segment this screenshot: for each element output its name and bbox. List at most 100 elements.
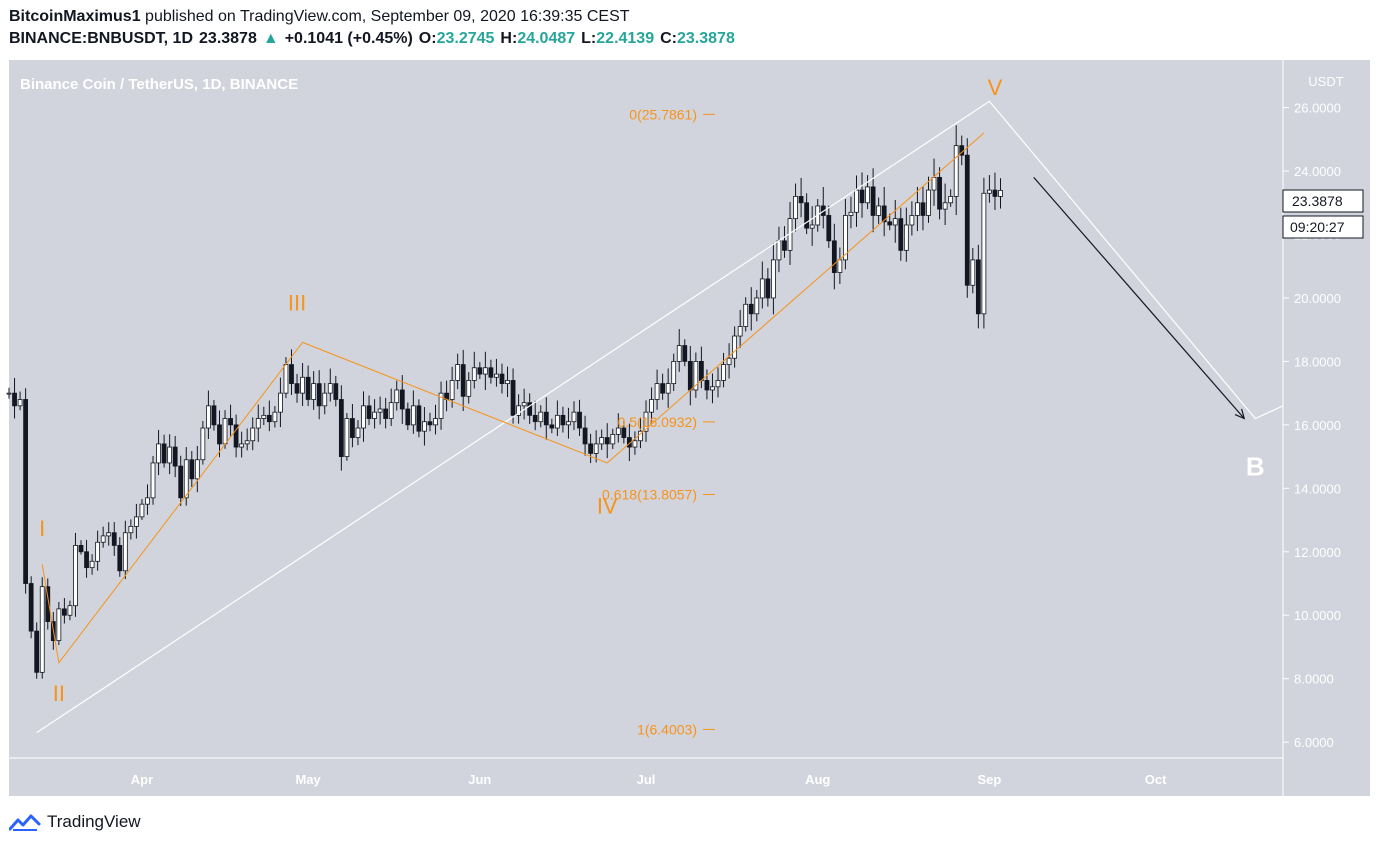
candle[interactable] <box>211 399 217 431</box>
candle[interactable] <box>610 428 616 450</box>
candle[interactable] <box>471 351 477 389</box>
candle[interactable] <box>294 373 300 403</box>
candle[interactable] <box>566 407 571 439</box>
candle[interactable] <box>405 402 411 431</box>
candle[interactable] <box>6 387 12 399</box>
candle[interactable] <box>854 175 859 227</box>
candle[interactable] <box>516 394 521 424</box>
candle[interactable] <box>316 370 322 420</box>
candle[interactable] <box>399 375 405 424</box>
candle[interactable] <box>881 186 887 237</box>
candle[interactable] <box>438 381 444 430</box>
candle[interactable] <box>732 326 738 368</box>
candle[interactable] <box>704 369 710 400</box>
candle[interactable] <box>549 418 555 434</box>
candle[interactable] <box>482 351 488 391</box>
candle[interactable] <box>73 532 78 617</box>
candle[interactable] <box>948 189 954 207</box>
candle[interactable] <box>217 410 222 458</box>
candle[interactable] <box>654 369 660 410</box>
candle[interactable] <box>278 377 283 428</box>
candle[interactable] <box>826 205 832 248</box>
candle[interactable] <box>510 368 516 424</box>
candle[interactable] <box>494 358 499 387</box>
candle[interactable] <box>460 349 466 411</box>
candle[interactable] <box>383 397 389 429</box>
candle[interactable] <box>89 554 95 575</box>
candle[interactable] <box>172 436 178 478</box>
author-name[interactable]: BitcoinMaximus1 <box>9 8 141 25</box>
price-scale[interactable] <box>1283 60 1370 758</box>
candle[interactable] <box>206 390 211 440</box>
candle[interactable] <box>643 400 649 442</box>
candle[interactable] <box>560 406 566 433</box>
candle[interactable] <box>106 522 112 546</box>
candle[interactable] <box>876 197 882 224</box>
candle[interactable] <box>715 367 721 398</box>
candle[interactable] <box>898 207 904 261</box>
candle[interactable] <box>903 207 909 262</box>
candle[interactable] <box>649 387 654 425</box>
candle[interactable] <box>577 399 582 436</box>
candle[interactable] <box>134 503 139 539</box>
candle[interactable] <box>122 520 128 580</box>
candle[interactable] <box>765 268 771 307</box>
candle[interactable] <box>333 375 339 407</box>
candle[interactable] <box>676 329 682 372</box>
candle[interactable] <box>39 577 45 679</box>
candle[interactable] <box>588 433 594 464</box>
candle[interactable] <box>793 183 798 232</box>
candle[interactable] <box>45 578 51 630</box>
candle[interactable] <box>355 420 361 446</box>
candle[interactable] <box>455 353 461 390</box>
time-scale[interactable] <box>9 758 1370 796</box>
candle[interactable] <box>953 125 959 216</box>
candle[interactable] <box>987 175 992 203</box>
candle[interactable] <box>377 396 383 425</box>
candle[interactable] <box>34 622 40 679</box>
candle[interactable] <box>665 368 671 408</box>
candle[interactable] <box>194 446 200 493</box>
candle[interactable] <box>632 431 638 455</box>
candle[interactable] <box>571 401 577 431</box>
candle[interactable] <box>538 405 544 428</box>
candle[interactable] <box>433 404 438 435</box>
candle[interactable] <box>710 373 715 404</box>
candle[interactable] <box>809 206 815 246</box>
candle[interactable] <box>660 373 666 400</box>
candle[interactable] <box>505 366 510 398</box>
candle[interactable] <box>255 404 261 442</box>
candle[interactable] <box>843 198 848 270</box>
candle[interactable] <box>322 382 328 415</box>
candle[interactable] <box>156 429 161 476</box>
candle[interactable] <box>488 359 494 384</box>
candle[interactable] <box>178 455 184 507</box>
candle[interactable] <box>848 196 854 229</box>
candle[interactable] <box>615 413 621 443</box>
candle[interactable] <box>737 309 743 348</box>
candle[interactable] <box>942 183 948 226</box>
candle[interactable] <box>410 390 416 434</box>
candle[interactable] <box>771 243 776 315</box>
candle[interactable] <box>981 177 987 329</box>
candle[interactable] <box>23 388 29 594</box>
candle[interactable] <box>56 602 62 645</box>
candle[interactable] <box>466 372 472 404</box>
candle[interactable] <box>67 600 73 621</box>
candle[interactable] <box>992 172 998 210</box>
candle[interactable] <box>926 176 931 223</box>
candle[interactable] <box>759 261 765 309</box>
candle[interactable] <box>261 406 267 426</box>
candle[interactable] <box>554 400 560 436</box>
candle[interactable] <box>748 287 754 331</box>
candle[interactable] <box>361 391 366 442</box>
candle[interactable] <box>915 186 920 232</box>
candle[interactable] <box>305 365 311 407</box>
candle[interactable] <box>521 388 527 420</box>
candle[interactable] <box>189 451 195 488</box>
candle[interactable] <box>228 404 233 437</box>
candle[interactable] <box>272 406 278 428</box>
candle[interactable] <box>593 430 599 463</box>
candle[interactable] <box>338 385 344 471</box>
candle[interactable] <box>250 417 256 451</box>
